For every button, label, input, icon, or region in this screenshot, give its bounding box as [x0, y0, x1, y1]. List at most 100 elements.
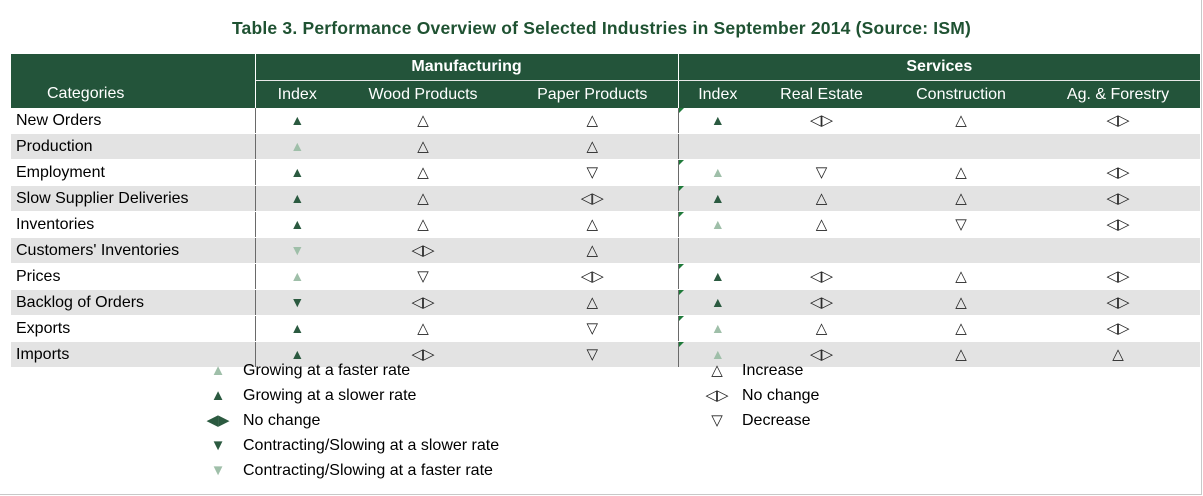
- row-category: Customers' Inventories: [11, 237, 256, 264]
- triangle-up-outline-icon: △: [417, 111, 429, 129]
- legend-right: △ Increase ◁▷ No change ▽ Decrease: [692, 358, 819, 433]
- arrows-left-right-outline-icon: ◁▷: [580, 267, 604, 285]
- col-header-paper-products: Paper Products: [507, 80, 679, 108]
- table-row: Production ▲ △ △: [11, 133, 1201, 160]
- header-blank: [11, 54, 256, 81]
- row-cell: △: [507, 237, 679, 264]
- col-header-construction: Construction: [886, 80, 1037, 108]
- triangle-up-outline-icon: △: [955, 189, 967, 207]
- row-cell: [886, 237, 1037, 264]
- legend-label: No change: [243, 412, 321, 429]
- triangle-up-outline-icon: △: [417, 163, 429, 181]
- legend-left: ▲ Growing at a faster rate ▲ Growing at a s…: [193, 358, 499, 483]
- legend-label: Decrease: [742, 412, 811, 429]
- arrows-left-right-outline-icon: ◁▷: [1106, 111, 1130, 129]
- row-category: Employment: [11, 159, 256, 186]
- arrows-left-right-outline-icon: ◁▷: [705, 387, 729, 404]
- triangle-down-dark-icon: ▼: [290, 294, 305, 310]
- row-cell: ◁▷: [339, 341, 507, 368]
- row-cell: [757, 237, 887, 264]
- triangle-up-outline-icon: △: [417, 189, 429, 207]
- row-cell: ▲: [677, 185, 758, 212]
- table-row: Exports ▲ △ ▽ ▲ △ △ ◁▷: [11, 315, 1201, 342]
- row-cell: ▲: [677, 211, 758, 238]
- triangle-up-outline-icon: △: [955, 163, 967, 181]
- triangle-up-dark-icon: ▲: [710, 268, 725, 284]
- row-category: New Orders: [11, 108, 256, 134]
- triangle-up-outline-icon: △: [955, 111, 967, 129]
- row-cell: △: [339, 133, 507, 160]
- row-cell: [677, 237, 758, 264]
- row-cell: [677, 133, 758, 160]
- row-cell: △: [339, 211, 507, 238]
- row-cell: [1036, 237, 1201, 264]
- triangle-down-outline-icon: ▽: [417, 267, 429, 285]
- row-cell: △: [886, 263, 1037, 290]
- row-cell: △: [886, 315, 1037, 342]
- arrows-left-right-outline-icon: ◁▷: [1106, 189, 1130, 207]
- triangle-down-outline-icon: ▽: [815, 163, 828, 181]
- row-cell: ◁▷: [757, 108, 887, 134]
- arrows-left-right-outline-icon: ◁▷: [1106, 163, 1130, 181]
- arrows-left-right-outline-icon: ◁▷: [580, 189, 604, 207]
- legend-label: Growing at a slower rate: [243, 387, 417, 404]
- row-cell: ◁▷: [1036, 289, 1201, 316]
- row-cell: ▽: [757, 159, 887, 186]
- triangle-up-dark-icon: ▲: [710, 190, 725, 206]
- row-cell: ▽: [507, 315, 679, 342]
- col-header-mfg-index: Index: [255, 80, 339, 108]
- legend-item: ▽ Decrease: [692, 408, 819, 433]
- performance-table: Manufacturing Services Categories Index …: [11, 54, 1201, 368]
- row-cell: ▲: [255, 211, 339, 238]
- arrows-left-right-outline-icon: ◁▷: [411, 241, 435, 259]
- header-services: Services: [677, 54, 1201, 81]
- triangle-down-dark-icon: ▼: [210, 437, 226, 454]
- row-cell: ▽: [507, 341, 679, 368]
- row-cell: △: [886, 159, 1037, 186]
- legend-item: ▲ Growing at a faster rate: [193, 358, 499, 383]
- legend-item: ◀▶ No change: [193, 408, 499, 433]
- triangle-up-outline-icon: △: [955, 319, 967, 337]
- row-cell: ▼: [255, 289, 339, 316]
- triangle-up-outline-icon: △: [815, 189, 828, 207]
- row-category: Slow Supplier Deliveries: [11, 185, 256, 212]
- row-cell: ▲: [255, 133, 339, 160]
- triangle-down-outline-icon: ▽: [586, 345, 599, 363]
- arrows-left-right-outline-icon: ◁▷: [1106, 215, 1130, 233]
- legend-label: Contracting/Slowing at a slower rate: [243, 437, 500, 454]
- cell-marker-icon: [679, 264, 684, 269]
- row-cell: ▲: [677, 108, 758, 134]
- arrows-left-right-outline-icon: ◁▷: [1106, 319, 1130, 337]
- table-row: New Orders ▲ △ △ ▲ ◁▷ △ ◁▷: [11, 108, 1201, 134]
- table-row: Customers' Inventories ▼ ◁▷ △: [11, 237, 1201, 264]
- col-header-ag-forestry: Ag. & Forestry: [1036, 80, 1201, 108]
- row-cell: ▽: [339, 263, 507, 290]
- legend-label: Increase: [742, 362, 804, 379]
- row-cell: ▲: [255, 185, 339, 212]
- table-row: Backlog of Orders ▼ ◁▷ △ ▲ ◁▷ △ ◁▷: [11, 289, 1201, 316]
- triangle-up-dark-icon: ▲: [290, 164, 305, 180]
- row-cell: △: [886, 185, 1037, 212]
- row-cell: △: [886, 341, 1037, 368]
- col-header-real-estate: Real Estate: [757, 80, 887, 108]
- cell-marker-icon: [679, 290, 684, 295]
- triangle-up-light-icon: ▲: [290, 138, 305, 154]
- legend-label: Contracting/Slowing at a faster rate: [243, 462, 493, 479]
- arrows-left-right-outline-icon: ◁▷: [809, 293, 834, 311]
- table-row: Employment ▲ △ ▽ ▲ ▽ △ ◁▷: [11, 159, 1201, 186]
- triangle-up-outline-icon: △: [417, 319, 429, 337]
- cell-marker-icon: [679, 160, 684, 165]
- legend-item: ▲ Growing at a slower rate: [193, 383, 499, 408]
- table-row: Inventories ▲ △ △ ▲ △ ▽ ◁▷: [11, 211, 1201, 238]
- row-cell: ◁▷: [1036, 263, 1201, 290]
- row-cell: ▲: [677, 263, 758, 290]
- row-cell: [1036, 133, 1201, 160]
- triangle-up-dark-icon: ▲: [210, 387, 226, 404]
- col-header-wood-products: Wood Products: [339, 80, 507, 108]
- triangle-down-outline-icon: ▽: [586, 163, 599, 181]
- legend-item: △ Increase: [692, 358, 819, 383]
- triangle-up-outline-icon: △: [955, 293, 967, 311]
- row-cell: ◁▷: [757, 341, 887, 368]
- triangle-down-light-icon: ▼: [210, 462, 226, 479]
